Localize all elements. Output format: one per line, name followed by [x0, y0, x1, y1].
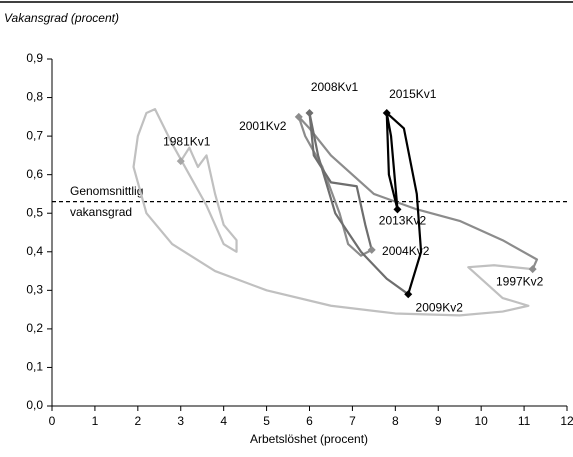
point-label: 2004Kv2 — [382, 244, 430, 258]
point-marker — [367, 245, 376, 254]
point-label: 2013Kv2 — [379, 214, 427, 228]
y-tick-label: 0,6 — [26, 167, 43, 181]
y-tick-label: 0,9 — [26, 51, 43, 65]
x-tick-label: 2 — [134, 414, 141, 428]
series-line — [308, 111, 409, 296]
point-label: 2009Kv2 — [416, 300, 464, 314]
y-tick-label: 0,2 — [26, 321, 43, 335]
x-tick-label: 8 — [392, 414, 399, 428]
x-tick-label: 0 — [49, 414, 56, 428]
point-marker — [176, 157, 185, 166]
y-tick-label: 0,5 — [26, 205, 43, 219]
point-marker — [294, 112, 303, 121]
x-tick-label: 10 — [474, 414, 488, 428]
point-label: 2015Kv1 — [389, 87, 437, 101]
x-tick-label: 1 — [92, 414, 99, 428]
point-label: 1997Kv2 — [496, 274, 544, 288]
point-label: 1981Kv1 — [163, 134, 211, 148]
point-label: 2001Kv2 — [239, 119, 287, 133]
point-marker — [382, 108, 391, 117]
series-line — [297, 115, 539, 270]
point-marker — [393, 205, 402, 214]
point-marker — [404, 290, 413, 299]
reference-label: Genomsnittlig — [70, 184, 143, 198]
y-tick-label: 0,4 — [26, 244, 43, 258]
chart-title: Vakansgrad (procent) — [4, 11, 119, 25]
x-tick-label: 11 — [518, 414, 531, 428]
x-tick-label: 6 — [306, 414, 313, 428]
point-marker — [528, 265, 537, 274]
y-tick-label: 0,1 — [26, 360, 43, 374]
reference-label: vakansgrad — [70, 205, 132, 219]
x-tick-label: 7 — [349, 414, 356, 428]
x-axis-label: Arbetslöshet (procent) — [250, 432, 368, 446]
x-tick-label: 5 — [263, 414, 270, 428]
x-tick-label: 9 — [435, 414, 442, 428]
x-tick-label: 4 — [220, 414, 227, 428]
y-tick-label: 0,7 — [26, 128, 43, 142]
x-tick-label: 12 — [560, 414, 573, 428]
point-marker — [305, 108, 314, 117]
y-tick-label: 0,8 — [26, 90, 43, 104]
x-tick-label: 3 — [177, 414, 184, 428]
y-tick-label: 0,3 — [26, 283, 43, 297]
y-tick-label: 0,0 — [26, 398, 43, 412]
series-line — [132, 108, 533, 317]
point-label: 2008Kv1 — [311, 80, 359, 94]
